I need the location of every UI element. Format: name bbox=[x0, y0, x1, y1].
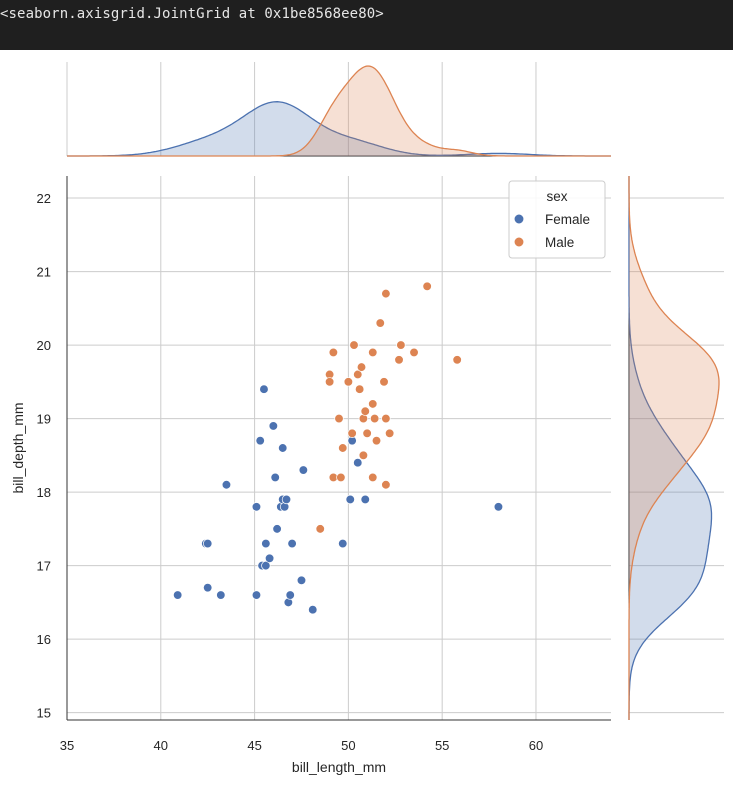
point-male bbox=[338, 443, 348, 453]
top-kde-line-male bbox=[67, 65, 611, 157]
point-female bbox=[216, 590, 226, 600]
y-axis-label: bill_depth_mm bbox=[10, 402, 26, 493]
x-tick-label: 60 bbox=[529, 738, 543, 753]
point-male bbox=[356, 362, 367, 372]
point-male bbox=[381, 413, 391, 424]
point-female bbox=[203, 583, 213, 593]
point-female bbox=[338, 538, 348, 549]
legend-box bbox=[508, 180, 606, 259]
x-ticks: 35 40 45 50 55 60 bbox=[60, 738, 543, 753]
point-male bbox=[324, 377, 335, 387]
point-female bbox=[251, 590, 262, 600]
point-female bbox=[251, 502, 262, 512]
point-female bbox=[345, 494, 355, 505]
point-male bbox=[409, 347, 419, 358]
point-male bbox=[452, 355, 462, 365]
legend-label-male: Male bbox=[545, 235, 574, 250]
point-male bbox=[375, 318, 385, 328]
legend-label-female: Female bbox=[545, 212, 590, 227]
point-female bbox=[360, 494, 370, 505]
top-marginal-kde bbox=[67, 65, 611, 157]
y-tick-label: 17 bbox=[37, 559, 51, 574]
y-tick-label: 22 bbox=[37, 191, 51, 206]
point-male bbox=[381, 480, 391, 490]
point-female bbox=[173, 590, 183, 600]
point-male bbox=[358, 450, 369, 461]
x-tick-label: 50 bbox=[341, 738, 355, 753]
y-tick-label: 18 bbox=[37, 485, 51, 500]
y-tick-label: 20 bbox=[37, 338, 51, 353]
point-female bbox=[287, 538, 297, 549]
top-kde-fill-female bbox=[67, 101, 611, 156]
point-female bbox=[270, 472, 280, 483]
scatter-points bbox=[173, 281, 504, 615]
point-female bbox=[308, 605, 318, 615]
right-kde-line-male bbox=[628, 176, 720, 720]
point-male bbox=[349, 340, 359, 350]
output-text: <seaborn.axisgrid.JointGrid at 0x1be8568… bbox=[0, 6, 384, 22]
point-female bbox=[268, 421, 278, 431]
output-bar: <seaborn.axisgrid.JointGrid at 0x1be8568… bbox=[0, 0, 733, 50]
y-tick-label: 19 bbox=[37, 412, 51, 427]
point-male bbox=[369, 413, 380, 424]
point-male bbox=[368, 399, 378, 409]
point-female bbox=[255, 435, 265, 446]
joint-plot: 35 40 45 50 55 60 15 16 17 18 19 20 21 22 bill_lengt… bbox=[10, 62, 724, 775]
point-male bbox=[362, 428, 372, 438]
point-female bbox=[281, 494, 292, 505]
point-female bbox=[296, 575, 307, 585]
x-tick-label: 55 bbox=[435, 738, 449, 753]
point-male bbox=[336, 472, 346, 483]
point-female bbox=[285, 590, 295, 600]
point-male bbox=[360, 406, 370, 416]
right-marginal-kde bbox=[628, 176, 720, 720]
point-male bbox=[354, 384, 365, 394]
y-tick-label: 16 bbox=[37, 632, 51, 647]
point-female bbox=[261, 538, 271, 549]
point-female bbox=[221, 480, 232, 490]
top-kde-line-female bbox=[67, 101, 611, 157]
point-male bbox=[422, 281, 432, 291]
point-female bbox=[261, 560, 271, 571]
right-kde-fill-male bbox=[629, 176, 719, 720]
main-axes bbox=[66, 176, 611, 721]
x-tick-label: 45 bbox=[247, 738, 261, 753]
x-tick-label: 35 bbox=[60, 738, 74, 753]
x-tick-label: 40 bbox=[154, 738, 168, 753]
y-tick-label: 21 bbox=[37, 265, 51, 280]
right-kde-fill-female bbox=[629, 176, 712, 720]
point-male bbox=[334, 413, 344, 424]
point-male bbox=[353, 369, 363, 380]
point-male bbox=[315, 524, 325, 534]
point-male bbox=[384, 428, 395, 438]
point-male bbox=[368, 347, 378, 358]
point-male bbox=[379, 377, 389, 387]
top-kde-fill-male bbox=[67, 66, 611, 156]
point-female bbox=[493, 502, 504, 512]
y-ticks: 15 16 17 18 19 20 21 22 bbox=[37, 191, 51, 721]
point-female bbox=[278, 443, 288, 453]
point-female bbox=[298, 465, 309, 475]
point-male bbox=[368, 472, 378, 483]
x-axis-label: bill_length_mm bbox=[292, 759, 386, 775]
point-female bbox=[203, 538, 213, 549]
point-male bbox=[396, 340, 406, 350]
y-tick-label: 15 bbox=[37, 706, 51, 721]
point-male bbox=[381, 288, 391, 299]
point-female bbox=[259, 384, 269, 394]
right-kde-line-female bbox=[628, 176, 713, 720]
legend-title: sex bbox=[546, 189, 567, 204]
legend-marker-male bbox=[513, 236, 525, 248]
legend: sex Female Male bbox=[508, 180, 606, 259]
point-male bbox=[343, 377, 354, 387]
point-female bbox=[264, 553, 275, 563]
point-female bbox=[272, 524, 282, 534]
point-male bbox=[394, 355, 404, 365]
legend-marker-female bbox=[513, 213, 525, 225]
point-female bbox=[353, 458, 363, 468]
point-male bbox=[347, 428, 357, 438]
point-male bbox=[371, 435, 382, 446]
point-male bbox=[328, 347, 339, 358]
